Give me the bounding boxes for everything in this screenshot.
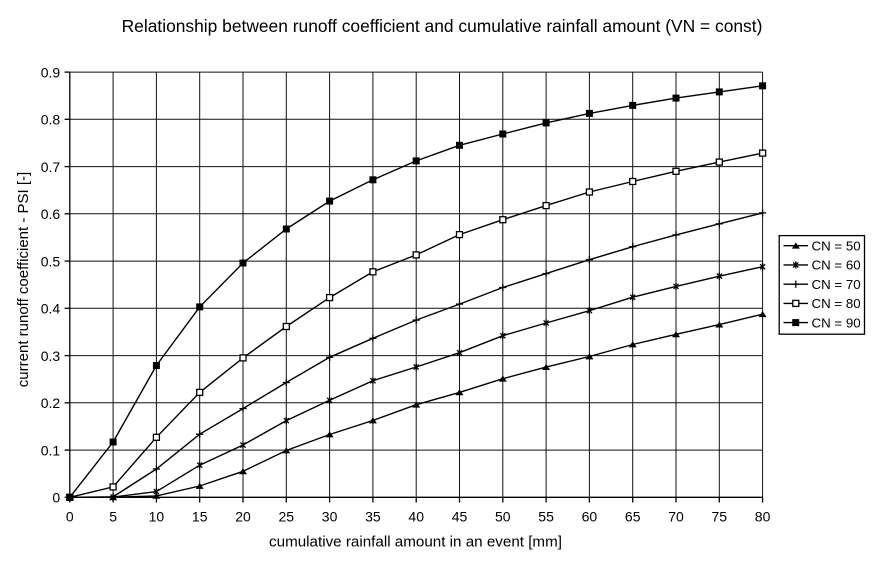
svg-text:10: 10 [149,509,165,525]
svg-text:0.6: 0.6 [41,206,61,222]
svg-text:45: 45 [452,509,468,525]
svg-text:0.5: 0.5 [41,254,61,270]
svg-text:0.8: 0.8 [41,112,61,128]
svg-text:CN = 70: CN = 70 [812,277,861,292]
svg-text:40: 40 [408,509,424,525]
svg-text:35: 35 [365,509,381,525]
svg-text:60: 60 [582,509,598,525]
svg-text:0: 0 [66,509,74,525]
svg-text:0.1: 0.1 [41,443,61,459]
svg-text:current runoff coefficient - P: current runoff coefficient - PSI [-] [15,172,32,387]
svg-text:0.9: 0.9 [41,65,61,81]
svg-text:Relationship between runoff co: Relationship between runoff coefficient … [122,16,763,36]
svg-text:0.7: 0.7 [41,159,61,175]
svg-text:15: 15 [192,509,208,525]
svg-text:50: 50 [495,509,511,525]
svg-text:0.2: 0.2 [41,395,61,411]
svg-text:0.3: 0.3 [41,348,61,364]
svg-text:20: 20 [235,509,251,525]
svg-text:65: 65 [625,509,641,525]
svg-text:70: 70 [668,509,684,525]
svg-text:55: 55 [538,509,554,525]
svg-text:80: 80 [755,509,771,525]
svg-text:30: 30 [322,509,338,525]
svg-text:0: 0 [52,490,60,506]
svg-text:CN = 90: CN = 90 [812,315,861,330]
svg-text:75: 75 [712,509,728,525]
svg-text:CN = 50: CN = 50 [812,239,861,254]
svg-text:0.4: 0.4 [41,301,61,317]
svg-text:cumulative rainfall amount in: cumulative rainfall amount in an event [… [269,534,562,551]
svg-text:CN = 60: CN = 60 [812,258,861,273]
svg-text:25: 25 [279,509,295,525]
svg-text:5: 5 [109,509,117,525]
svg-text:CN = 80: CN = 80 [812,296,861,311]
